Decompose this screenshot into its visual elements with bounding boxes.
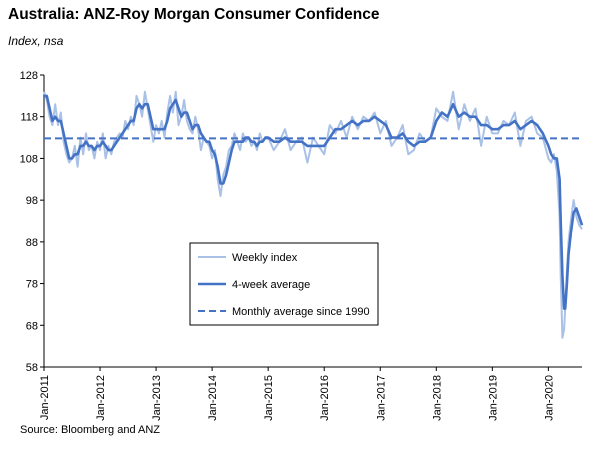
x-tick-label: Jan-2017 xyxy=(375,375,387,421)
y-tick-label: 88 xyxy=(26,237,38,249)
x-tick-label: Jan-2011 xyxy=(39,375,51,420)
y-tick-label: 118 xyxy=(20,112,38,124)
y-tick-label: 58 xyxy=(26,362,38,374)
legend: Weekly index 4-week average Monthly averag… xyxy=(189,242,379,326)
x-tick-label: Jan-2018 xyxy=(431,375,443,421)
series-line-0 xyxy=(43,90,583,339)
chart-subtitle: Index, nsa xyxy=(8,34,64,48)
x-tick-label: Jan-2014 xyxy=(207,375,219,421)
x-tick-label: Jan-2012 xyxy=(95,375,107,421)
y-tick-label: 68 xyxy=(26,320,38,332)
y-tick-label: 128 xyxy=(20,70,38,82)
x-axis: Jan-2011 Jan-2012 Jan-2013 Jan-2014 Jan-2015… xyxy=(39,366,582,421)
x-tick-label: Jan-2015 xyxy=(263,375,275,421)
y-axis: 58 68 78 88 98 108 118 128 xyxy=(20,70,45,374)
x-tick-label: Jan-2019 xyxy=(487,375,499,421)
x-tick-label: Jan-2016 xyxy=(319,375,331,421)
x-tick-label: Jan-2020 xyxy=(543,375,555,421)
legend-label-2: Monthly average since 1990 xyxy=(232,306,370,318)
y-tick-label: 108 xyxy=(20,153,38,165)
legend-label-1: 4-week average xyxy=(232,279,310,291)
legend-label-0: Weekly index xyxy=(232,252,298,264)
y-tick-label: 98 xyxy=(26,195,38,207)
y-tick-label: 78 xyxy=(26,279,38,291)
chart-title: Australia: ANZ-Roy Morgan Consumer Confi… xyxy=(8,6,380,23)
x-tick-label: Jan-2013 xyxy=(151,375,163,421)
series-group xyxy=(43,90,584,339)
source-note: Source: Bloomberg and ANZ xyxy=(20,424,161,436)
